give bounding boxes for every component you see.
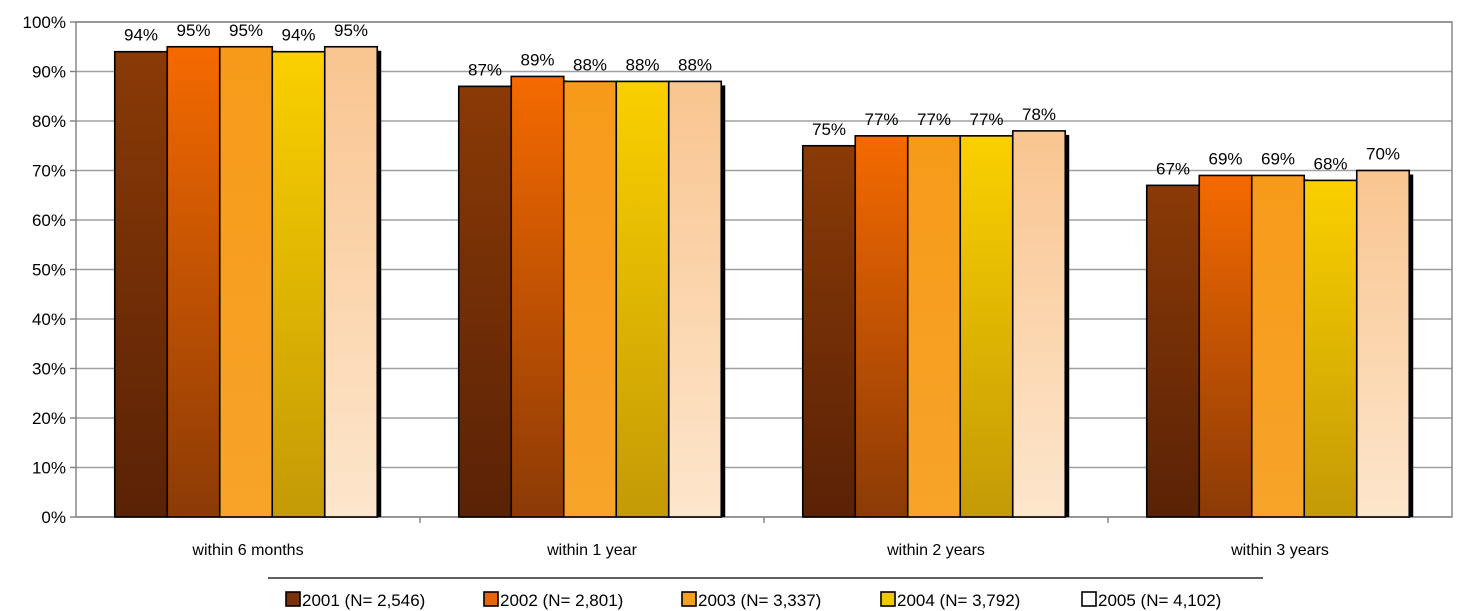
legend-swatch xyxy=(1081,591,1097,607)
x-category-label: within 3 years xyxy=(1230,542,1329,559)
bar xyxy=(562,80,618,518)
bars xyxy=(113,45,1414,518)
y-tick-label: 50% xyxy=(32,261,66,280)
y-tick-label: 60% xyxy=(32,211,66,230)
data-label: 67% xyxy=(1156,159,1190,178)
data-label: 94% xyxy=(124,26,158,45)
data-label: 75% xyxy=(812,120,846,139)
legend-swatch xyxy=(880,591,896,607)
data-label: 88% xyxy=(625,55,659,74)
data-labels: 94% 95% 95% 94% 95% 87% 89% 88% 88% 88% 75% 77% 77% 7… xyxy=(124,21,1400,179)
data-label: 70% xyxy=(1366,145,1400,164)
legend-label: 2005 (N= 4,102) xyxy=(1098,591,1221,610)
bar xyxy=(271,50,326,518)
bar xyxy=(1303,179,1358,518)
bar xyxy=(667,80,723,518)
x-axis-category-labels: within 6 months within 1 year within 2 yea… xyxy=(191,542,1329,559)
bar xyxy=(1250,174,1306,518)
bar xyxy=(510,75,565,518)
data-label: 95% xyxy=(229,21,263,40)
y-tick-label: 80% xyxy=(32,112,66,131)
legend-label: 2001 (N= 2,546) xyxy=(302,591,425,610)
x-category-label: within 1 year xyxy=(546,542,637,559)
y-tick-label: 70% xyxy=(32,162,66,181)
legend: 2001 (N= 2,546) 2002 (N= 2,801) 2003 (N= 3… xyxy=(268,577,1263,610)
y-tick-label: 20% xyxy=(32,409,66,428)
x-category-label: within 6 months xyxy=(191,542,303,559)
data-label: 87% xyxy=(468,60,502,79)
y-axis-tick-labels: 0% 10% 20% 30% 40% 50% 60% 70% 80% 90% 100% xyxy=(23,13,66,527)
data-label: 88% xyxy=(573,55,607,74)
bar xyxy=(166,45,221,518)
y-tick-label: 90% xyxy=(32,63,66,82)
y-tick-label: 0% xyxy=(41,508,66,527)
legend-label: 2003 (N= 3,337) xyxy=(698,591,821,610)
y-tick-label: 10% xyxy=(32,459,66,478)
y-tick-label: 40% xyxy=(32,310,66,329)
bar xyxy=(113,50,169,518)
bar xyxy=(1355,169,1411,518)
data-label: 78% xyxy=(1022,105,1056,124)
axes xyxy=(70,21,1453,523)
data-label: 69% xyxy=(1208,149,1242,168)
data-label: 77% xyxy=(864,110,898,129)
data-label: 68% xyxy=(1313,154,1347,173)
bar xyxy=(615,80,670,518)
bar xyxy=(854,135,909,518)
data-label: 89% xyxy=(520,50,554,69)
bar xyxy=(323,45,379,518)
bar xyxy=(959,135,1014,518)
legend-swatch xyxy=(285,591,301,607)
data-label: 95% xyxy=(334,21,368,40)
legend-swatch xyxy=(483,591,499,607)
bar xyxy=(1198,174,1253,518)
bar xyxy=(1145,184,1201,518)
data-label: 88% xyxy=(678,55,712,74)
legend-label: 2002 (N= 2,801) xyxy=(500,591,623,610)
y-tick-label: 30% xyxy=(32,360,66,379)
bar xyxy=(801,144,857,518)
legend-swatch xyxy=(681,591,697,607)
data-label: 77% xyxy=(917,110,951,129)
x-category-label: within 2 years xyxy=(886,542,985,559)
data-label: 94% xyxy=(281,26,315,45)
legend-label: 2004 (N= 3,792) xyxy=(897,591,1020,610)
bar xyxy=(457,85,513,518)
data-label: 69% xyxy=(1261,149,1295,168)
bar xyxy=(218,45,274,518)
bar xyxy=(906,135,962,518)
data-label: 95% xyxy=(176,21,210,40)
y-tick-label: 100% xyxy=(23,13,66,32)
bar xyxy=(1011,130,1067,518)
data-label: 77% xyxy=(969,110,1003,129)
